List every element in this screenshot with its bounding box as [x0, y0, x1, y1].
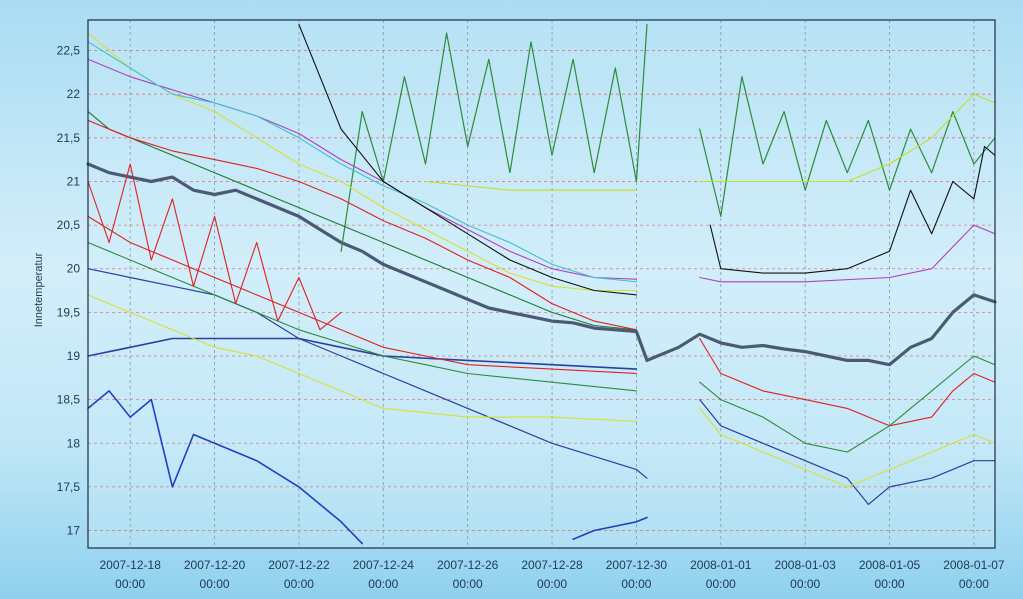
y-tick-label: 20,5	[57, 218, 81, 232]
y-tick-label: 21	[67, 174, 81, 188]
x-tick-label-time: 00:00	[959, 577, 989, 591]
series-line-6	[87, 58, 637, 280]
series-line-25	[87, 163, 342, 331]
series-line-13	[87, 268, 648, 479]
y-tick-label: 22	[67, 87, 81, 101]
series-lines	[86, 23, 997, 545]
x-tick-label-date: 2007-12-22	[268, 558, 330, 572]
grid-lines	[88, 20, 995, 548]
x-tick-label-date: 2007-12-28	[521, 558, 583, 572]
x-tick-label-time: 00:00	[368, 577, 398, 591]
series-line-2	[340, 23, 648, 252]
series-line-11	[424, 180, 637, 191]
series-line-24	[699, 224, 996, 283]
y-tick-label: 18	[67, 436, 81, 450]
plot-area-background	[88, 20, 995, 548]
plot-area-frame	[87, 19, 996, 549]
series-line-23	[699, 355, 996, 453]
series-line-12	[699, 93, 996, 183]
x-tick-label-time: 00:00	[453, 577, 483, 591]
series-line-14	[699, 399, 996, 505]
x-axis-ticks: 2007-12-18 00:00 2007-12-20 00:00 2007-12-22…	[99, 558, 1004, 591]
x-tick-label-time: 00:00	[200, 577, 230, 591]
series-line-18	[87, 215, 637, 375]
y-tick-label: 19	[67, 349, 81, 363]
y-tick-label: 17,5	[57, 480, 81, 494]
x-tick-label-date: 2008-01-07	[943, 558, 1005, 572]
series-line-21	[699, 407, 996, 488]
series-line-16	[572, 516, 648, 541]
series-line-5	[87, 119, 637, 331]
x-tick-label-date: 2008-01-01	[690, 558, 752, 572]
y-axis-ticks: 17 17,5 18 18,5 19 19,5 20 20,5 21 21,5 22 22,5	[57, 44, 81, 538]
x-tick-label-time: 00:00	[284, 577, 314, 591]
series-line-19	[699, 337, 996, 427]
series-line-4	[87, 111, 637, 331]
x-tick-label-date: 2007-12-26	[437, 558, 499, 572]
y-tick-label: 17	[67, 524, 81, 538]
series-line-7	[87, 32, 637, 292]
y-tick-label: 22,5	[57, 44, 81, 58]
y-tick-label: 21,5	[57, 131, 81, 145]
x-tick-label-time: 00:00	[115, 577, 145, 591]
x-tick-label-date: 2007-12-20	[184, 558, 246, 572]
series-line-22	[87, 241, 637, 392]
x-tick-label-time: 00:00	[875, 577, 905, 591]
x-tick-label-date: 2007-12-24	[353, 558, 415, 572]
x-tick-label-date: 2007-12-18	[99, 558, 161, 572]
series-line-8	[87, 41, 637, 283]
y-tick-label: 20	[67, 262, 81, 276]
y-tick-label: 18,5	[57, 393, 81, 407]
x-tick-label-time: 00:00	[790, 577, 820, 591]
x-tick-label-time: 00:00	[621, 577, 651, 591]
x-tick-label-time: 00:00	[537, 577, 567, 591]
x-tick-label-date: 2007-12-30	[606, 558, 668, 572]
x-tick-label-time: 00:00	[706, 577, 736, 591]
series-line-1	[86, 162, 997, 367]
series-line-15	[87, 390, 364, 545]
series-line-17	[87, 337, 638, 370]
series-line-10	[709, 145, 996, 274]
series-line-3	[699, 76, 996, 217]
x-tick-label-date: 2008-01-03	[774, 558, 836, 572]
x-tick-label-date: 2008-01-05	[859, 558, 921, 572]
y-axis-title: Innetemperatur	[33, 252, 45, 327]
series-line-9	[298, 23, 637, 296]
series-line-20	[87, 294, 637, 423]
y-tick-label: 19,5	[57, 305, 81, 319]
